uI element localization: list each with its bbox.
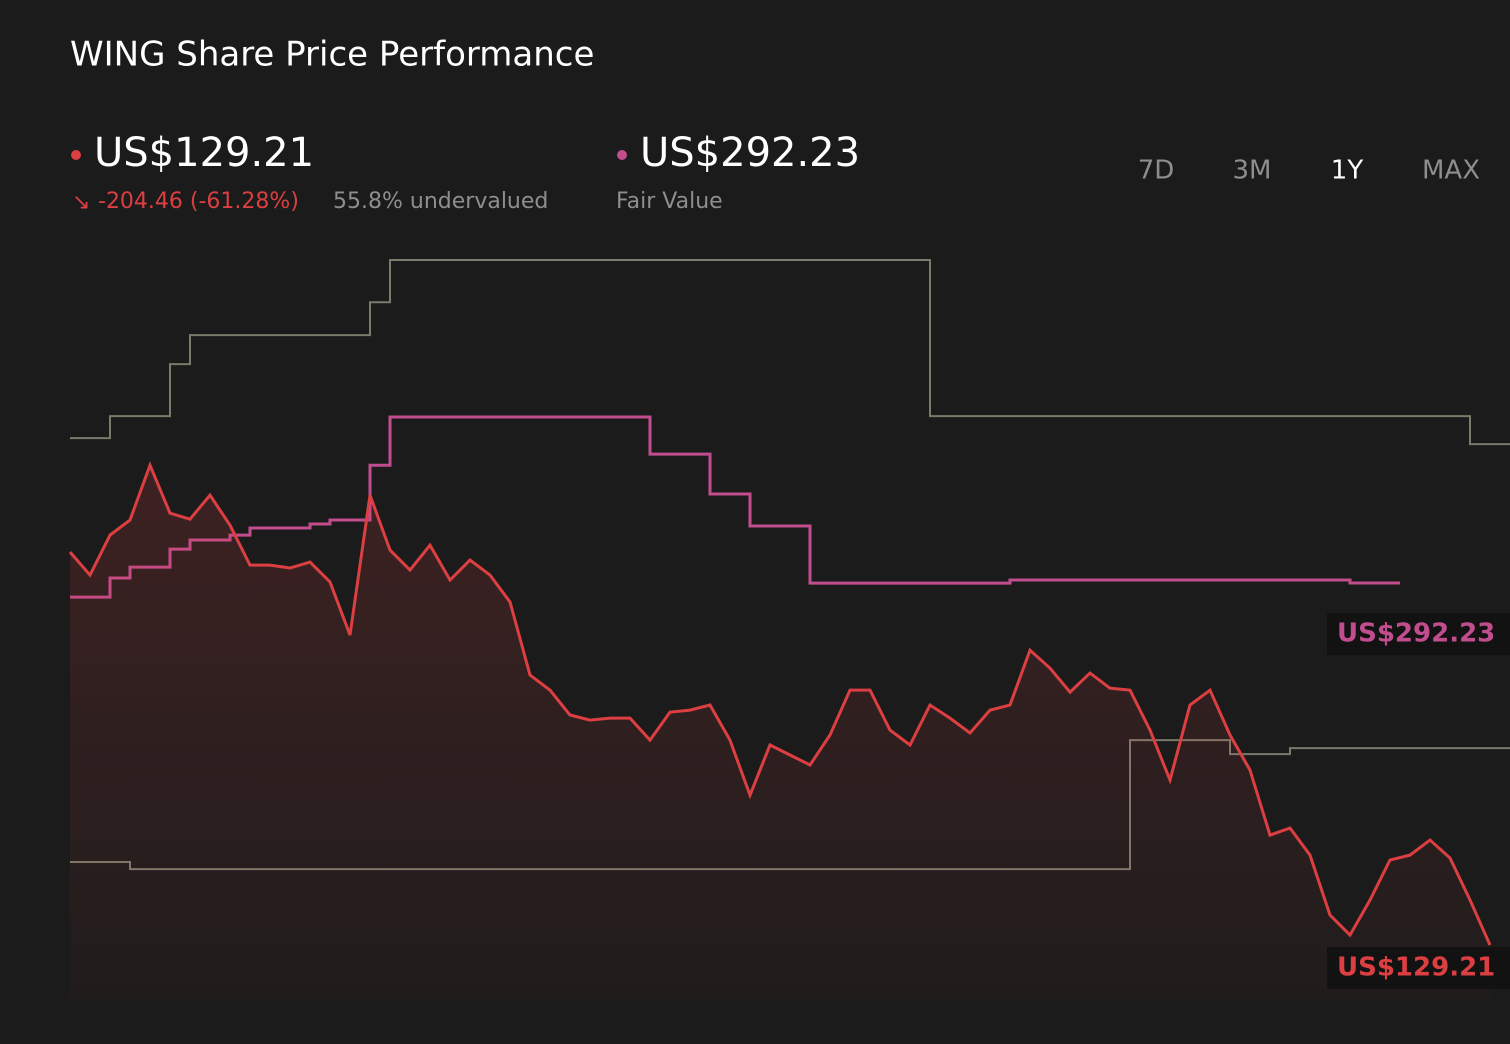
analyst-line [70, 259, 1510, 446]
fair-value-dot [617, 150, 627, 160]
current-price: US$129.21 [94, 130, 314, 176]
price-change: -204.46 (-61.28%) [98, 189, 299, 214]
range-button[interactable]: 3M [1233, 156, 1272, 186]
range-button[interactable]: 7D [1138, 156, 1175, 186]
end-label-box [1327, 613, 1510, 656]
range-button[interactable]: MAX [1422, 156, 1480, 186]
price-line [68, 461, 1492, 946]
valuation: 55.8% undervalued [333, 189, 548, 214]
price-area [70, 465, 1490, 999]
end-label-box [1327, 947, 1510, 990]
chart-title: WING Share Price Performance [70, 35, 594, 75]
price-dot [71, 150, 81, 160]
end-label: US$292.23 [1337, 619, 1495, 649]
range-button[interactable]: 1Y [1331, 156, 1364, 186]
fair-value-caption: Fair Value [616, 189, 723, 214]
fair-value: US$292.23 [640, 130, 860, 176]
end-label: US$129.21 [1337, 953, 1495, 983]
change-arrow: ↘ [72, 190, 90, 215]
fair-value-line [70, 415, 1400, 599]
